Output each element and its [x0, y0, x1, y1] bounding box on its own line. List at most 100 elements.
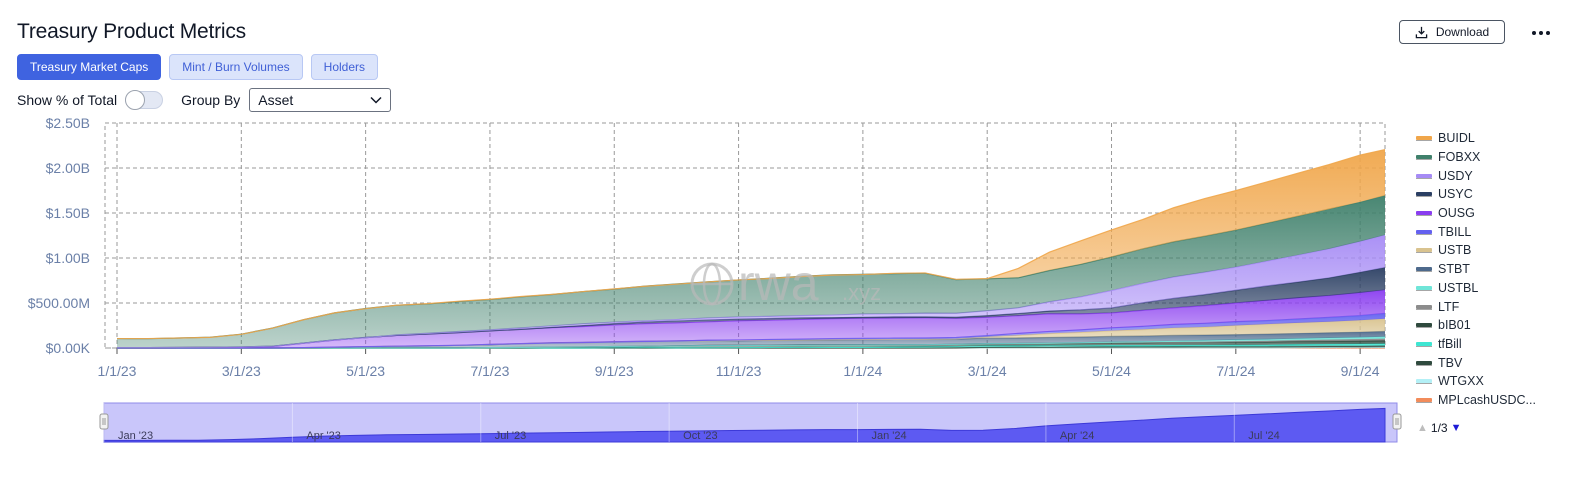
group-by-value: Asset [258, 92, 294, 108]
watermark-text: rwa [738, 255, 819, 311]
y-tick-label: $1.50B [46, 205, 90, 221]
legend-label: TBILL [1438, 224, 1472, 239]
tab-mint-burn-volumes[interactable]: Mint / Burn Volumes [169, 54, 303, 80]
area-usdy [117, 235, 1385, 348]
legend-item-mplcashusdc-[interactable]: MPLcashUSDC... [1416, 391, 1536, 410]
legend-label: USTBL [1438, 280, 1479, 295]
page-title: Treasury Product Metrics [17, 20, 246, 43]
navigator-tick-label: Jul '23 [495, 430, 526, 442]
navigator-tick-label: Jul '24 [1248, 430, 1279, 442]
legend-swatch [1416, 248, 1432, 254]
legend-swatch [1416, 285, 1432, 291]
download-icon [1415, 26, 1428, 38]
area-buidl [117, 149, 1385, 339]
x-tick-label: 7/1/24 [1216, 363, 1255, 379]
legend-label: USTB [1438, 243, 1472, 258]
toggle-knob [125, 90, 146, 110]
legend-label: tfBill [1438, 336, 1462, 351]
x-tick-label: 5/1/24 [1092, 363, 1131, 379]
area-ousg [117, 289, 1385, 348]
legend-swatch [1416, 379, 1432, 385]
tab-holders[interactable]: Holders [310, 54, 379, 80]
legend-item-stbt[interactable]: STBT [1416, 260, 1536, 279]
legend-item-ltf[interactable]: LTF [1416, 297, 1536, 316]
legend-label: MPLcashUSDC... [1438, 392, 1536, 407]
navigator-left-handle[interactable] [99, 413, 109, 430]
navigator-right-handle[interactable] [1392, 413, 1402, 430]
area-ustb [117, 318, 1385, 348]
area-bib01 [117, 340, 1385, 348]
percent-toggle[interactable] [125, 90, 164, 110]
x-tick-label: 3/1/23 [222, 363, 261, 379]
x-axis: 1/1/23 3/1/23 5/1/23 7/1/23 9/1/23 11/1/23 1/1… [98, 348, 1380, 379]
download-button[interactable]: Download [1399, 20, 1505, 44]
x-tick-label: 9/1/24 [1341, 363, 1380, 379]
legend-label: TBV [1438, 355, 1463, 370]
legend-item-usyc[interactable]: USYC [1416, 185, 1536, 204]
watermark-suffix: .xyz [842, 280, 881, 305]
chart-legend: BUIDL FOBXX USDY USYC OUSG TBILL USTB STBT USTBL… [1416, 129, 1536, 409]
y-tick-label: $1.00B [46, 250, 90, 266]
navigator-tick-label: Jan '23 [118, 430, 153, 442]
more-options-button[interactable] [1526, 24, 1556, 42]
legend-item-buidl[interactable]: BUIDL [1416, 129, 1536, 148]
legend-item-bib01[interactable]: bIB01 [1416, 316, 1536, 335]
legend-item-tbv[interactable]: TBV [1416, 353, 1536, 372]
y-tick-label: $500.00M [28, 295, 90, 311]
more-dot-icon [1546, 31, 1550, 35]
legend-next-icon[interactable]: ▼ [1450, 422, 1462, 434]
legend-item-fobxx[interactable]: FOBXX [1416, 148, 1536, 167]
group-by-select[interactable]: Asset [249, 88, 392, 112]
navigator-tick-label: Jan '24 [872, 430, 907, 442]
legend-item-ustbl[interactable]: USTBL [1416, 279, 1536, 298]
line-buidl [117, 148, 1386, 340]
x-tick-label: 1/1/24 [843, 363, 882, 379]
legend-swatch [1416, 360, 1432, 366]
chart-controls: Show % of Total Group By Asset [17, 88, 392, 112]
legend-label: bIB01 [1438, 318, 1471, 333]
line-usdy [117, 234, 1386, 349]
legend-swatch [1416, 267, 1432, 273]
legend-label: USDY [1438, 168, 1473, 183]
percent-toggle-label: Show % of Total [17, 92, 118, 108]
y-tick-label: $0.00K [46, 340, 91, 356]
x-tick-label: 3/1/24 [968, 363, 1007, 379]
range-navigator[interactable]: Jan '23 Apr '23 Jul '23 Oct '23 Jan '24 Apr '… [99, 402, 1402, 443]
navigator-tick-label: Apr '24 [1060, 430, 1095, 442]
legend-item-wtgxx[interactable]: WTGXX [1416, 372, 1536, 391]
watermark: rwa .xyz [690, 255, 881, 311]
x-tick-label: 5/1/23 [346, 363, 385, 379]
navigator-area [103, 407, 1386, 443]
legend-swatch [1416, 304, 1432, 310]
legend-label: BUIDL [1438, 131, 1475, 146]
legend-swatch [1416, 229, 1432, 235]
legend-label: FOBXX [1438, 150, 1481, 165]
y-tick-label: $2.50B [46, 115, 90, 131]
legend-swatch [1416, 192, 1432, 198]
x-tick-label: 9/1/23 [595, 363, 634, 379]
y-tick-label: $2.00B [46, 160, 90, 176]
legend-swatch [1416, 173, 1432, 179]
legend-pager: ▲ 1/3 ▼ [1417, 421, 1461, 435]
legend-swatch [1416, 397, 1432, 403]
legend-swatch [1416, 136, 1432, 142]
legend-label: USYC [1438, 187, 1473, 202]
legend-prev-icon[interactable]: ▲ [1417, 422, 1428, 434]
legend-item-tfbill[interactable]: tfBill [1416, 335, 1536, 354]
x-tick-label: 1/1/23 [98, 363, 137, 379]
navigator-tick-label: Oct '23 [683, 430, 718, 442]
legend-swatch [1416, 211, 1432, 217]
more-dot-icon [1539, 31, 1543, 35]
legend-item-tbill[interactable]: TBILL [1416, 222, 1536, 241]
legend-page-label: 1/3 [1430, 421, 1448, 435]
chart-areas [116, 148, 1386, 349]
legend-label: WTGXX [1438, 374, 1484, 389]
legend-swatch [1416, 341, 1432, 347]
legend-item-ustb[interactable]: USTB [1416, 241, 1536, 260]
legend-item-usdy[interactable]: USDY [1416, 166, 1536, 185]
legend-item-ousg[interactable]: OUSG [1416, 204, 1536, 223]
tab-treasury-market-caps[interactable]: Treasury Market Caps [17, 54, 162, 80]
legend-swatch [1416, 155, 1432, 161]
area-fobxx [117, 195, 1385, 348]
navigator-tick-label: Apr '23 [306, 430, 341, 442]
